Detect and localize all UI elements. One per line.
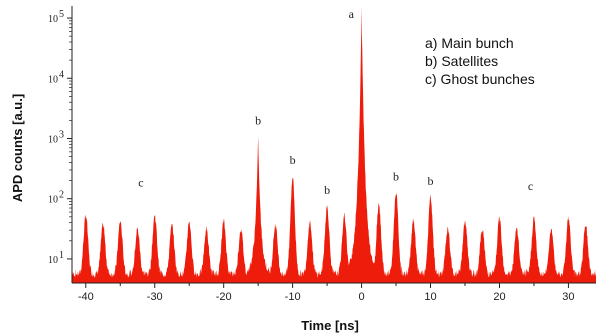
peak-annotations: a b b b b b c c xyxy=(138,7,533,197)
x-tick-label: 0 xyxy=(359,291,365,303)
legend-entry-satellites: b) Satellites xyxy=(425,53,498,69)
peak-annotation-b: b xyxy=(290,153,296,167)
x-tick-label: 30 xyxy=(562,291,574,303)
y-tick-label: 10 xyxy=(48,134,58,145)
y-tick-exponent: 4 xyxy=(59,69,64,80)
legend-entry-main-bunch: a) Main bunch xyxy=(425,35,514,51)
peak-annotation-b: b xyxy=(324,183,330,197)
y-tick-label: 10 xyxy=(48,14,58,25)
legend-entry-ghost-bunches: c) Ghost bunches xyxy=(425,71,535,87)
peak-annotation-c: c xyxy=(528,179,533,193)
y-tick-label: 10 xyxy=(48,255,58,266)
peak-annotation-b: b xyxy=(428,174,434,188)
y-tick-label: 10 xyxy=(48,74,58,85)
x-tick-label: -40 xyxy=(78,291,94,303)
x-tick-label: -30 xyxy=(147,291,163,303)
x-tick-label: 10 xyxy=(424,291,436,303)
peak-annotation-b: b xyxy=(255,114,261,128)
peak-annotation-c: c xyxy=(138,175,143,189)
x-ticks: -40 -30 -20 -10 0 10 20 30 xyxy=(78,283,575,303)
y-tick-exponent: 2 xyxy=(59,190,64,201)
y-tick-exponent: 5 xyxy=(59,9,64,20)
y-axis-label: APD counts [a.u.] xyxy=(10,94,25,202)
legend: a) Main bunch b) Satellites c) Ghost bun… xyxy=(425,35,535,87)
y-tick-exponent: 3 xyxy=(59,129,64,140)
peak-annotation-b: b xyxy=(393,170,399,184)
x-tick-label: -10 xyxy=(285,291,301,303)
x-axis-label: Time [ns] xyxy=(301,318,359,333)
y-tick-exponent: 1 xyxy=(59,250,64,261)
x-tick-label: 20 xyxy=(493,291,505,303)
peak-annotation-a: a xyxy=(349,7,355,21)
x-tick-label: -20 xyxy=(216,291,232,303)
y-tick-label: 10 xyxy=(48,195,58,206)
